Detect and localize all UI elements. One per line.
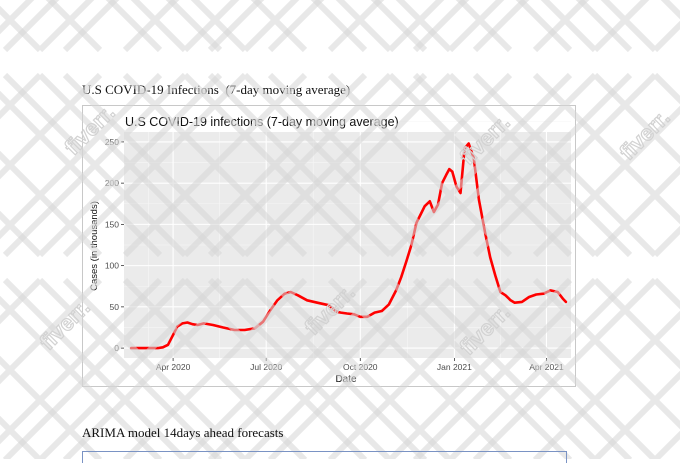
watermark-tile	[412, 277, 680, 459]
x-tick-label: Jul 2020	[250, 362, 282, 372]
watermark-tile	[0, 277, 223, 459]
watermark-stroke	[532, 310, 680, 459]
watermark-stroke	[37, 277, 223, 459]
watermark-tile	[0, 0, 223, 53]
watermark-tile	[207, 0, 633, 53]
watermark-stroke	[0, 72, 163, 240]
watermark-tile	[207, 277, 633, 459]
watermark-stroke	[2, 0, 60, 53]
y-tick-label: 50	[110, 302, 120, 312]
watermark-tile	[412, 72, 680, 258]
watermark-stroke	[387, 277, 573, 459]
watermark-stroke	[62, 0, 120, 53]
watermark-stroke	[515, 0, 573, 53]
watermark-stroke	[37, 0, 95, 53]
watermark-stroke	[327, 0, 385, 53]
watermark-stroke	[182, 72, 368, 258]
watermark-stroke	[447, 0, 505, 53]
watermark-stroke	[592, 72, 680, 165]
watermark-stroke	[122, 0, 180, 53]
watermark-stroke	[652, 430, 680, 459]
watermark-stroke	[447, 277, 633, 459]
watermark-stroke	[105, 0, 163, 53]
watermark-stroke	[387, 0, 445, 53]
watermark-tile	[412, 0, 680, 53]
watermark-logo: fiverr.	[615, 105, 675, 165]
y-tick-label: 250	[105, 137, 119, 147]
watermark-tile	[0, 72, 223, 258]
watermark-stroke	[532, 0, 590, 53]
watermark-tile	[2, 277, 428, 459]
watermark-tile	[2, 72, 428, 258]
watermark-stroke	[592, 0, 650, 53]
watermark-stroke	[267, 0, 325, 53]
watermark-stroke	[387, 72, 573, 258]
watermark-stroke	[37, 72, 223, 258]
watermark-stroke	[472, 0, 530, 53]
watermark-tile	[2, 0, 428, 53]
y-tick-label: 150	[105, 219, 119, 229]
document-heading-forecast: ARIMA model 14days ahead forecasts	[82, 425, 284, 440]
x-tick-label: Apr 2020	[156, 362, 191, 372]
watermark-stroke	[592, 277, 680, 370]
watermark-stroke	[652, 72, 680, 105]
watermark-stroke	[592, 370, 680, 459]
watermark-stroke	[182, 0, 240, 53]
watermark-stroke	[412, 0, 470, 53]
watermark-stroke	[652, 277, 680, 310]
watermark-stroke	[310, 0, 368, 53]
watermark-stroke	[242, 72, 428, 258]
y-tick-label: 100	[105, 261, 119, 271]
watermark-stroke	[0, 277, 163, 445]
watermark-stroke	[592, 165, 680, 258]
watermark-stroke	[0, 0, 35, 35]
watermark-stroke	[370, 0, 428, 53]
watermark-stroke	[575, 0, 633, 53]
watermark-stroke	[447, 72, 633, 258]
watermark-stroke	[242, 0, 300, 53]
watermark-stroke	[207, 0, 265, 53]
x-tick-label: Jan 2021	[437, 362, 472, 372]
watermark-stroke	[652, 225, 680, 258]
watermark-tile	[207, 72, 633, 258]
watermark-stroke	[165, 0, 223, 53]
watermark-stroke	[182, 277, 368, 459]
forecast-chart-frame	[82, 451, 567, 463]
watermark-stroke	[532, 105, 680, 258]
watermark-stroke	[242, 277, 428, 459]
